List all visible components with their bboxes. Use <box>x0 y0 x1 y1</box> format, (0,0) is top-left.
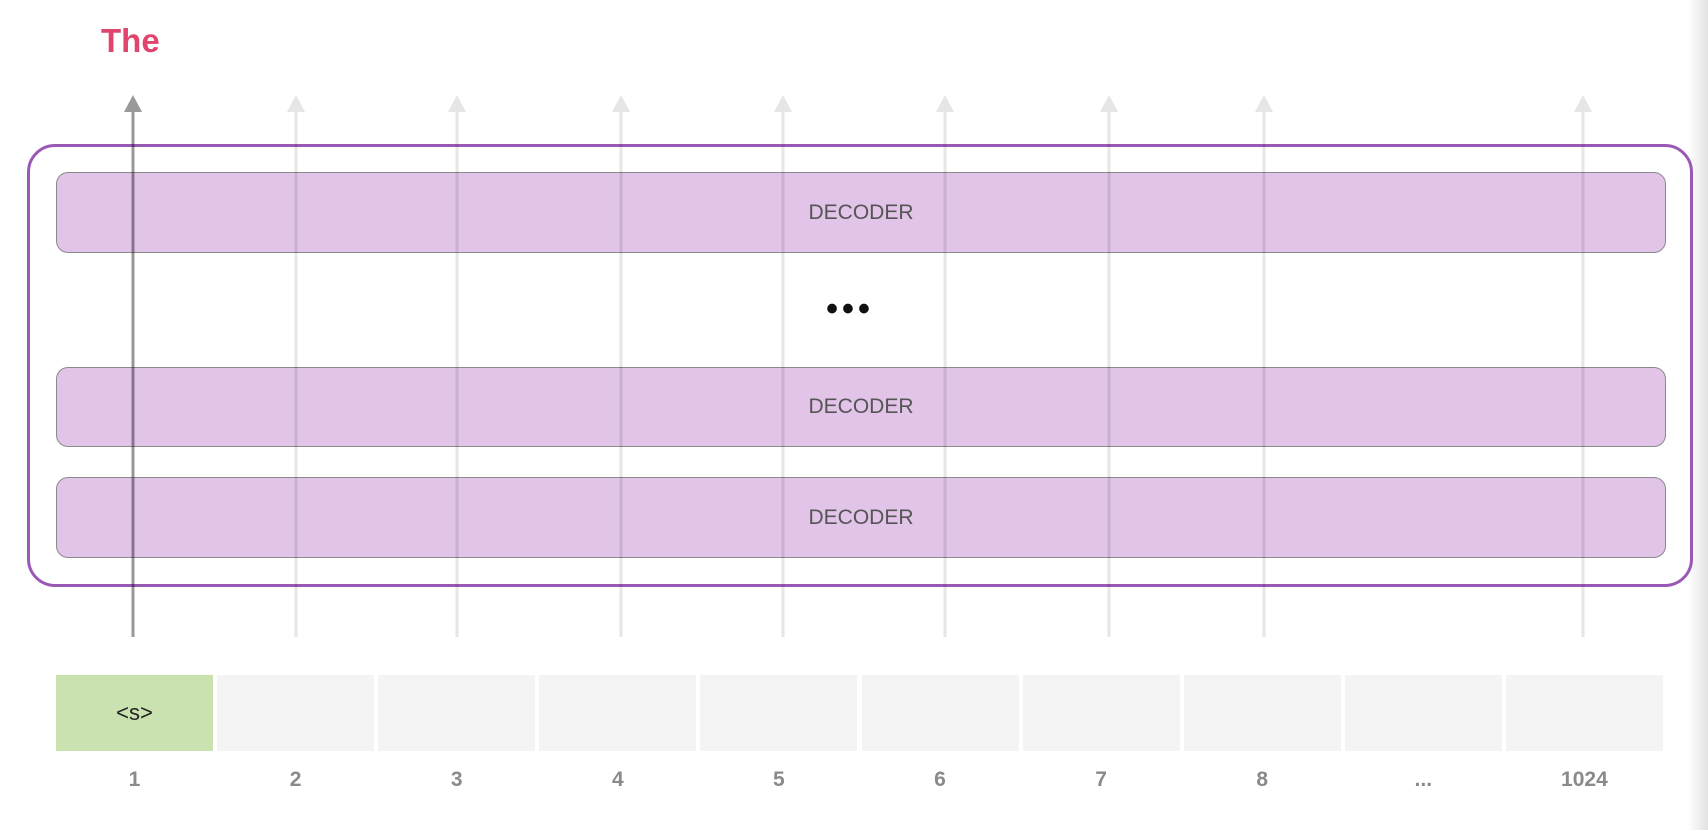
decoder-block-bottom: DECODER <box>56 477 1666 558</box>
arrow-head <box>1100 95 1118 112</box>
arrow-icon <box>1574 95 1592 637</box>
arrow-icon <box>448 95 466 637</box>
position-label: 8 <box>1256 768 1269 791</box>
decoder-block-middle: DECODER <box>56 367 1666 447</box>
ellipsis: ••• <box>826 290 874 328</box>
position-label: ... <box>1414 768 1433 791</box>
output-token: The <box>101 22 160 59</box>
token-box <box>1183 675 1341 751</box>
arrow-icon <box>774 95 792 637</box>
position-label: 5 <box>773 768 785 791</box>
arrow-head <box>448 95 466 112</box>
token-box <box>861 675 1019 751</box>
token-box <box>378 675 536 751</box>
token-box: <s> <box>56 675 213 751</box>
arrow-icon <box>124 95 142 637</box>
arrow-head <box>124 95 142 112</box>
token-box <box>1344 675 1502 751</box>
token-box <box>1505 675 1663 751</box>
arrow-head <box>612 95 630 112</box>
right-edge-shadow <box>1688 0 1708 830</box>
position-label: 3 <box>450 768 463 791</box>
arrow-head <box>1574 95 1592 112</box>
arrow-head <box>1255 95 1273 112</box>
arrow-head <box>936 95 954 112</box>
token-box <box>217 675 375 751</box>
position-label: 6 <box>934 768 946 791</box>
arrow-icon <box>287 95 305 637</box>
arrow-head <box>287 95 305 112</box>
arrow-head <box>774 95 792 112</box>
position-label: 1 <box>128 768 141 791</box>
token-box <box>1022 675 1180 751</box>
position-label: 1024 <box>1561 768 1608 791</box>
position-label: 4 <box>611 768 624 791</box>
arrow-icon <box>936 95 954 637</box>
decoder-stack-frame <box>27 144 1693 587</box>
position-label: 2 <box>289 768 302 791</box>
decoder-block-top: DECODER <box>56 172 1666 253</box>
token-box <box>700 675 858 751</box>
arrow-icon <box>1100 95 1118 637</box>
arrow-icon <box>612 95 630 637</box>
arrow-icon <box>1255 95 1273 637</box>
position-label: 7 <box>1095 768 1107 791</box>
token-box <box>539 675 697 751</box>
